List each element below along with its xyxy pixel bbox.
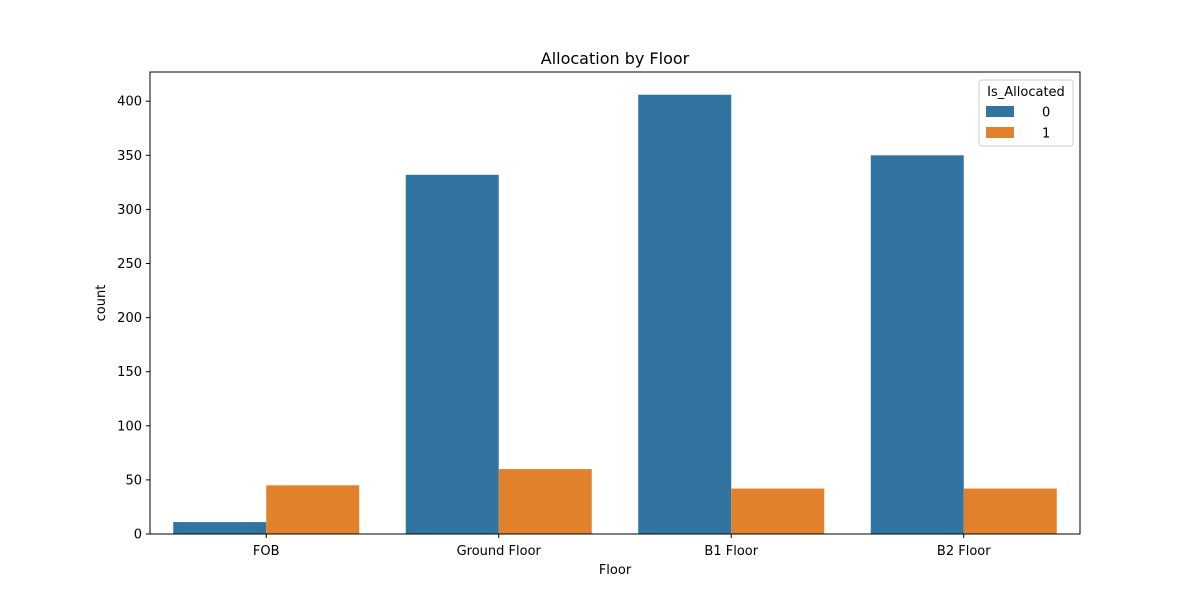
bar-b2-floor-series-0 [870,155,964,535]
legend-swatch-0 [986,106,1014,117]
legend-title: Is_Allocated [987,85,1065,100]
legend-label-1: 1 [1042,127,1050,142]
bar-fob-series-0 [173,522,267,534]
x-axis: FOB Ground Floor B1 Floor B2 Floor [253,534,991,559]
y-tick-label: 150 [117,365,142,380]
legend-label-0: 0 [1042,106,1050,121]
bar-b1-floor-series-1 [731,488,825,534]
x-tick-label: B1 Floor [704,544,758,559]
y-tick-label: 350 [117,149,142,164]
y-axis-title: count [94,285,109,322]
x-axis-title: Floor [599,563,632,578]
bar-b2-floor-series-1 [963,488,1057,534]
y-tick-label: 200 [117,311,142,326]
plot-frame [149,71,1081,535]
legend-swatch-1 [986,127,1014,138]
chart-title: Allocation by Floor [541,49,690,68]
x-tick-label: FOB [253,544,280,559]
bars-group [173,94,1057,535]
bar-fob-series-1 [266,485,360,534]
bar-ground-floor-series-1 [498,469,592,534]
y-axis: 0 50 100 150 200 250 300 350 400 [117,95,150,543]
y-tick-label: 400 [117,95,142,110]
y-tick-label: 0 [134,528,142,543]
bar-b1-floor-series-0 [638,94,732,534]
y-tick-label: 300 [117,203,142,218]
x-tick-label: B2 Floor [937,544,991,559]
x-tick-label: Ground Floor [457,544,542,559]
y-tick-label: 50 [125,473,142,488]
y-tick-label: 100 [117,419,142,434]
legend: Is_Allocated 0 1 [978,79,1074,147]
bar-ground-floor-series-0 [405,174,499,535]
y-tick-label: 250 [117,257,142,272]
